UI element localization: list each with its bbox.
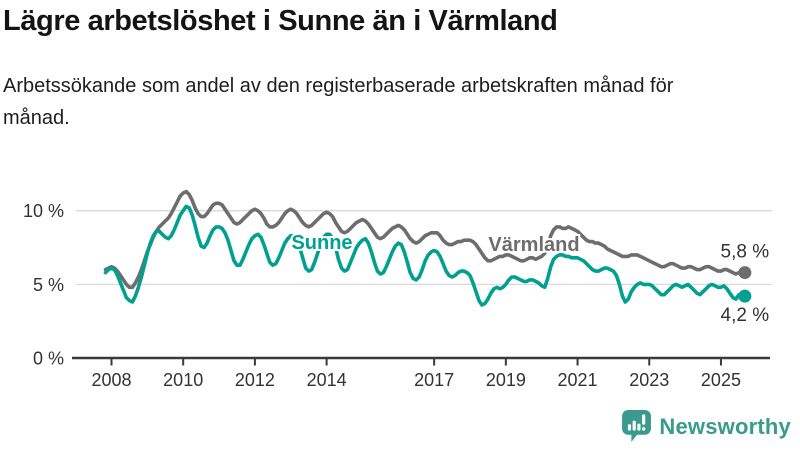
newsworthy-wordmark: Newsworthy xyxy=(659,413,791,439)
series-end-value-label: 4,2 % xyxy=(721,305,770,326)
series-end-dot-1 xyxy=(738,289,752,303)
x-axis-tick-label: 2025 xyxy=(701,370,741,390)
series-line-0 xyxy=(103,189,747,290)
series-end-dot-0 xyxy=(738,266,752,280)
chart-title: Lägre arbetslöshet i Sunne än i Värmland xyxy=(3,5,558,37)
x-axis-tick-label: 2019 xyxy=(486,370,526,390)
x-axis-tick-label: 2023 xyxy=(629,370,669,390)
series-name-label: Värmland xyxy=(488,234,579,256)
x-axis-tick-label: 2017 xyxy=(414,370,454,390)
y-axis-tick-label: 0 % xyxy=(33,349,64,369)
newsworthy-branding: Newsworthy xyxy=(622,410,791,443)
series-line-1 xyxy=(103,204,747,307)
x-axis-tick-label: 2010 xyxy=(163,370,203,390)
x-axis-tick-label: 2014 xyxy=(307,370,347,390)
x-axis-tick-label: 2008 xyxy=(91,370,131,390)
series-name-label: Sunne xyxy=(291,232,352,254)
x-axis-tick-label: 2012 xyxy=(235,370,275,390)
series-end-value-label: 5,8 % xyxy=(721,242,770,263)
y-axis-tick-label: 10 % xyxy=(23,201,64,221)
y-axis-tick-label: 5 % xyxy=(33,275,64,295)
chart-subtitle: Arbetssökande som andel av den registerb… xyxy=(3,75,674,129)
x-axis-tick-label: 2021 xyxy=(558,370,598,390)
newsworthy-logo-icon xyxy=(622,410,652,442)
